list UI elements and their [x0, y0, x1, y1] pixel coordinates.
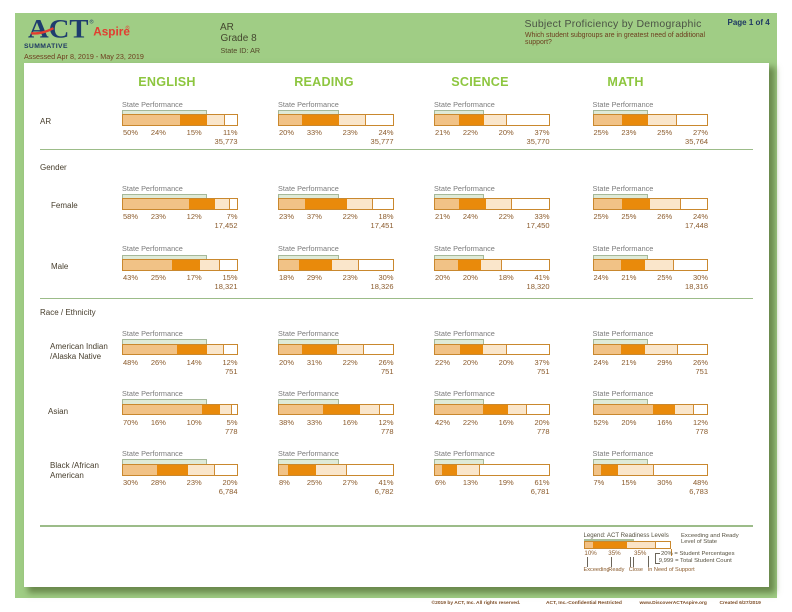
svg-text:®: ®	[90, 19, 94, 26]
svg-text:Aspire: Aspire	[93, 24, 130, 38]
svg-text:ACT: ACT	[28, 16, 89, 44]
svg-text:®: ®	[126, 25, 130, 32]
